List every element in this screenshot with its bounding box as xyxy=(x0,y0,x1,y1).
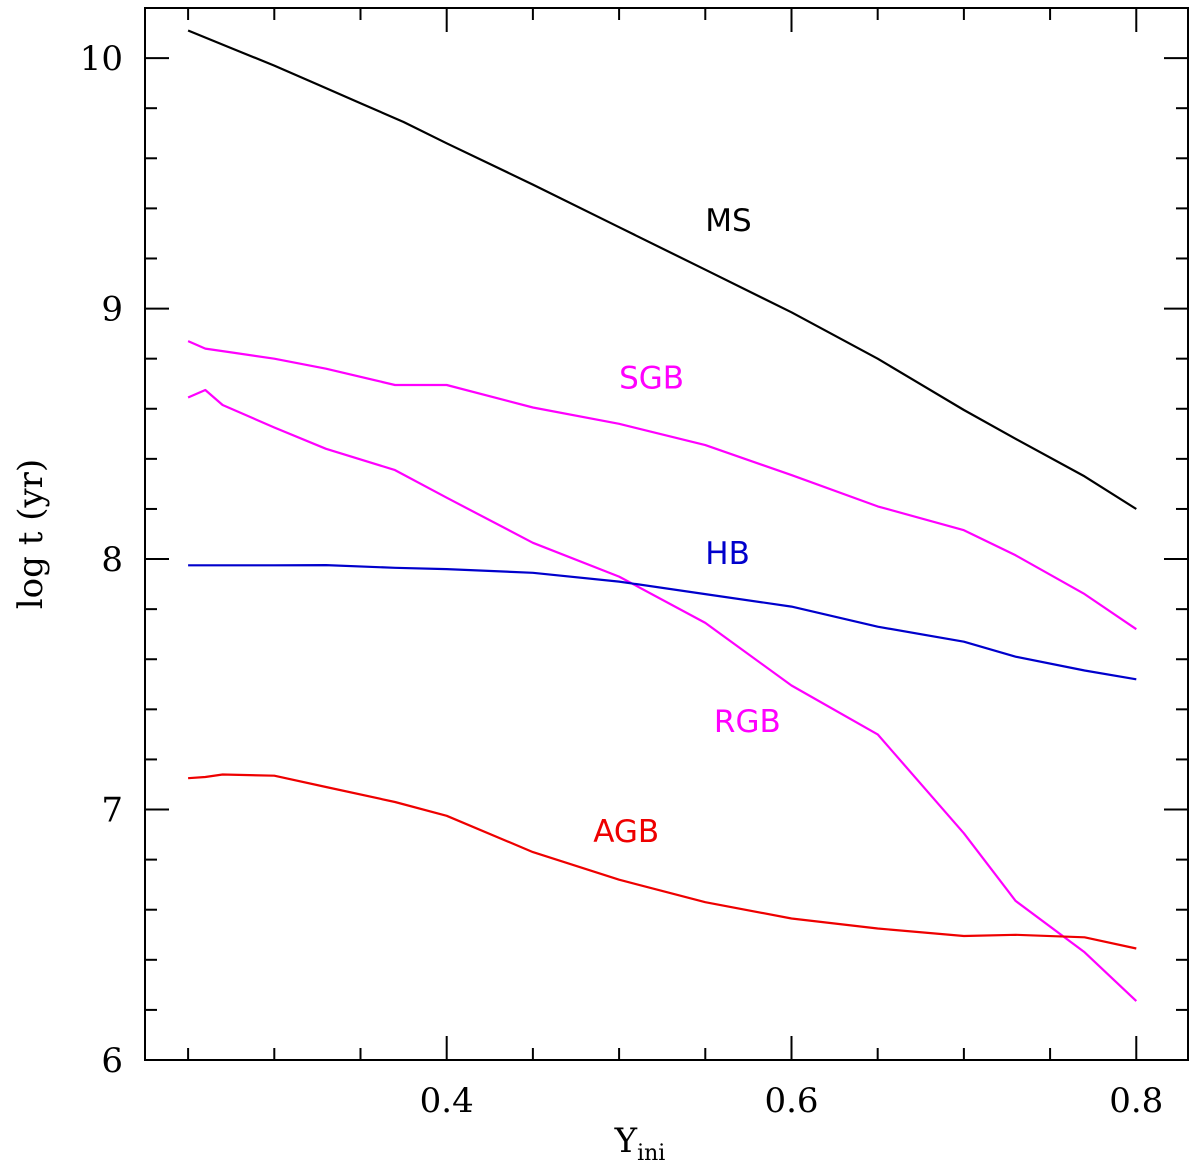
y-axis-label: log t (yr) xyxy=(11,459,51,609)
x-axis-label-subscript: ini xyxy=(637,1141,665,1166)
tick-labels: 0.4 0.6 0.8 6 7 8 9 10 xyxy=(80,39,1164,1121)
y-tick-label: 10 xyxy=(80,39,123,79)
x-tick-label: 0.4 xyxy=(420,1081,474,1121)
series-line-agb xyxy=(188,773,1137,950)
series-label-sgb: SGB xyxy=(619,361,684,397)
series-line-hb xyxy=(188,564,1137,681)
series-label-hb: HB xyxy=(705,536,750,572)
x-axis-label: Yini xyxy=(614,1121,666,1166)
series-lines xyxy=(187,29,1138,1002)
series-label-ms: MS xyxy=(705,203,751,239)
series-label-rgb: RGB xyxy=(714,704,781,740)
x-tick-label: 0.8 xyxy=(1109,1081,1163,1121)
series-line-ms xyxy=(187,29,1137,510)
y-tick-label: 6 xyxy=(101,1041,123,1081)
series-line-rgb xyxy=(187,388,1138,1002)
x-tick-label: 0.6 xyxy=(764,1081,818,1121)
series-label-agb: AGB xyxy=(593,814,659,850)
series-labels: MS SGB RGB HB AGB xyxy=(593,203,781,850)
y-tick-label: 9 xyxy=(101,290,123,330)
series-line-sgb xyxy=(187,340,1137,631)
axis-ticks xyxy=(145,7,1188,1061)
y-tick-label: 8 xyxy=(101,540,123,580)
plot-frame xyxy=(144,7,1189,1061)
x-axis-label-main: Y xyxy=(614,1121,638,1161)
y-tick-label: 7 xyxy=(101,791,123,831)
